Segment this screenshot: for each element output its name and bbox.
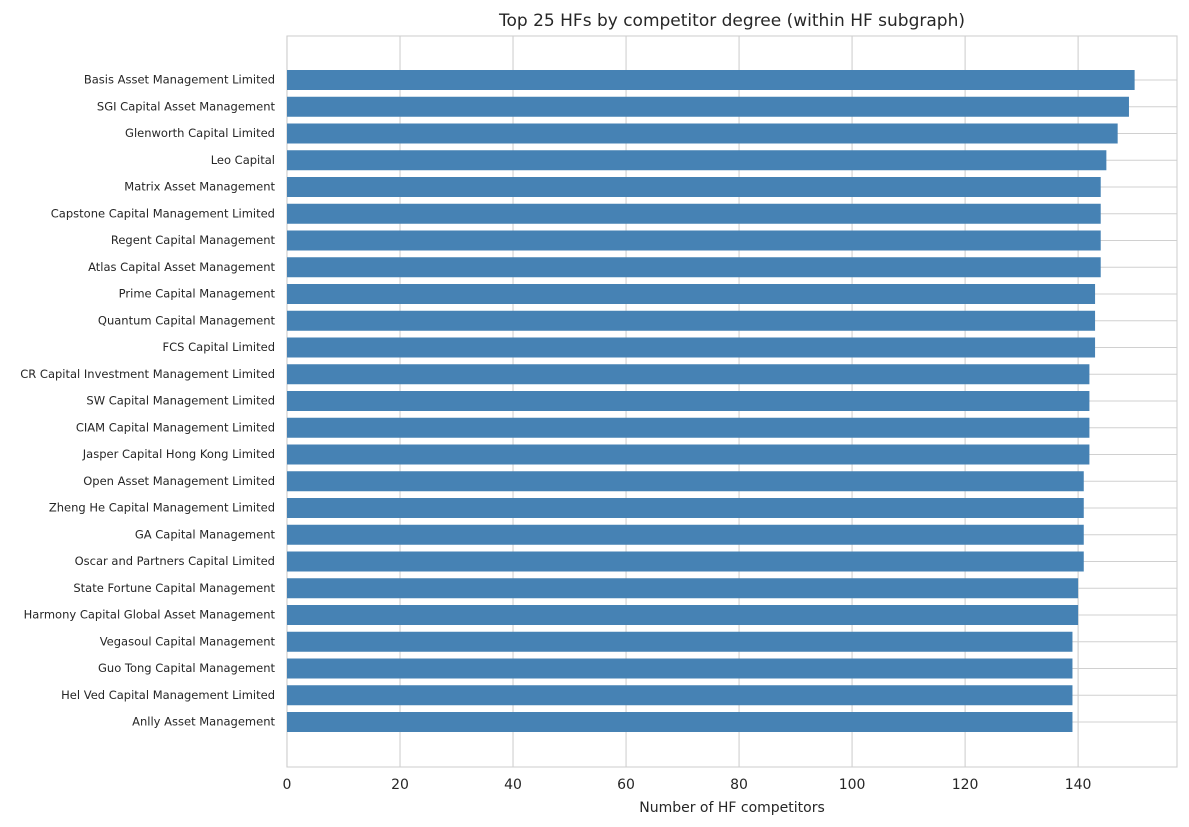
x-tick-label: 120	[952, 777, 979, 793]
bar	[287, 471, 1084, 492]
bar	[287, 177, 1101, 197]
y-tick-label: SW Capital Management Limited	[86, 394, 275, 408]
y-tick-label: Zheng He Capital Management Limited	[49, 501, 275, 515]
bar	[287, 631, 1073, 652]
bar	[287, 551, 1084, 572]
bar	[287, 658, 1073, 679]
y-tick-label: Atlas Capital Asset Management	[88, 260, 275, 274]
y-tick-label: Jasper Capital Hong Kong Limited	[82, 447, 275, 461]
y-tick-label: Prime Capital Management	[119, 287, 276, 301]
chart-title: Top 25 HFs by competitor degree (within …	[498, 11, 965, 31]
y-tick-label: Vegasoul Capital Management	[100, 634, 276, 648]
y-tick-label: Leo Capital	[211, 153, 275, 167]
y-tick-label: CR Capital Investment Management Limited	[20, 367, 275, 381]
bar	[287, 605, 1079, 625]
x-tick-label: 0	[283, 777, 292, 793]
x-tick-label: 60	[617, 777, 635, 793]
y-tick-label: Open Asset Management Limited	[83, 474, 275, 488]
bar	[287, 391, 1090, 411]
x-tick-label: 20	[391, 777, 409, 793]
x-tick-label: 80	[730, 777, 748, 793]
bar	[287, 310, 1096, 331]
x-tick-label: 40	[504, 777, 522, 793]
bar	[287, 230, 1101, 251]
y-tick-label: Regent Capital Management	[111, 233, 276, 247]
y-tick-label: FCS Capital Limited	[163, 340, 275, 354]
bar	[287, 337, 1096, 358]
bar	[287, 578, 1079, 599]
y-tick-label: Basis Asset Management Limited	[84, 73, 275, 87]
y-tick-label: Quantum Capital Management	[98, 313, 276, 327]
y-tick-label: GA Capital Management	[135, 527, 276, 541]
bar	[287, 364, 1090, 385]
x-tick-label: 100	[839, 777, 866, 793]
y-tick-label: Capstone Capital Management Limited	[51, 206, 275, 220]
y-tick-label: Guo Tong Capital Management	[98, 661, 275, 675]
x-tick-label: 140	[1065, 777, 1092, 793]
bar	[287, 123, 1118, 144]
y-tick-label: Harmony Capital Global Asset Management	[24, 608, 276, 622]
y-tick-label: State Fortune Capital Management	[73, 581, 275, 595]
bar	[287, 498, 1084, 518]
bar	[287, 257, 1101, 278]
bar	[287, 96, 1129, 117]
bar	[287, 712, 1073, 732]
y-tick-label: Hel Ved Capital Management Limited	[61, 688, 275, 702]
y-tick-label: Anlly Asset Management	[132, 715, 275, 729]
bar	[287, 150, 1107, 171]
x-axis-label: Number of HF competitors	[639, 800, 825, 816]
bar	[287, 685, 1073, 706]
bar	[287, 70, 1135, 90]
y-tick-label: Matrix Asset Management	[124, 180, 275, 194]
y-tick-label: CIAM Capital Management Limited	[76, 420, 275, 434]
y-tick-label: Oscar and Partners Capital Limited	[75, 554, 275, 568]
y-tick-label: SGI Capital Asset Management	[97, 99, 276, 113]
bar	[287, 444, 1090, 465]
bar	[287, 524, 1084, 545]
bar	[287, 203, 1101, 224]
bar	[287, 417, 1090, 438]
bar	[287, 284, 1096, 304]
y-tick-label: Glenworth Capital Limited	[125, 126, 275, 140]
